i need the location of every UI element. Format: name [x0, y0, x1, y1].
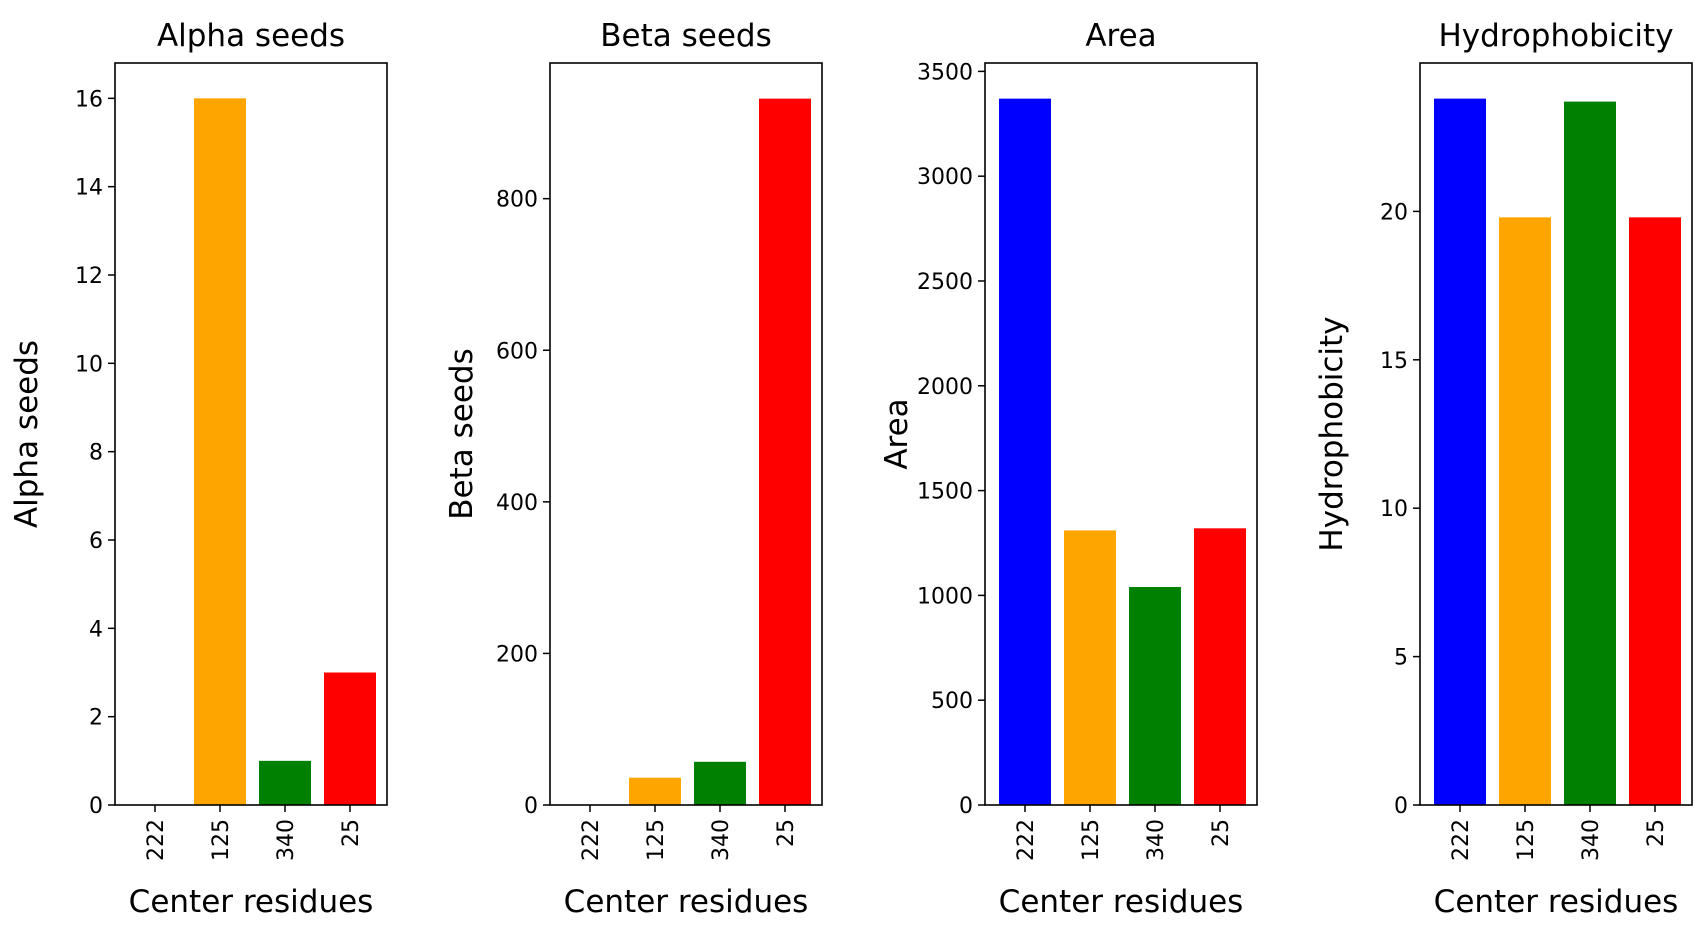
- x-axis-label: Center residues: [129, 884, 374, 920]
- y-tick-label: 1500: [917, 480, 973, 505]
- y-tick-label: 0: [89, 794, 103, 819]
- y-tick-label: 15: [1380, 349, 1408, 374]
- bar-25: [324, 672, 376, 805]
- bar-222: [999, 98, 1051, 806]
- y-axis-label: Beta seeds: [444, 348, 480, 519]
- y-tick-label: 400: [496, 491, 538, 516]
- y-tick-label: 16: [75, 87, 103, 112]
- chart-title: Hydrophobicity: [1438, 18, 1673, 54]
- x-tick-label: 222: [1014, 819, 1039, 861]
- plot-frame: [1419, 62, 1693, 806]
- x-tick-label: 25: [1644, 819, 1669, 847]
- subplot-beta-seeds: Beta seeds Beta seeds Center residues 22…: [444, 18, 823, 920]
- x-tick-label: 25: [1209, 819, 1234, 847]
- y-tick-label: 10: [75, 352, 103, 377]
- y-tick-label: 4: [89, 617, 103, 642]
- bar-340: [694, 761, 746, 805]
- y-tick-label: 600: [496, 339, 538, 364]
- bar-125: [1499, 217, 1551, 805]
- x-tick-label: 125: [1514, 819, 1539, 861]
- plot-frame: [549, 62, 823, 806]
- bar-222: [1434, 98, 1486, 806]
- y-tick-label: 800: [496, 188, 538, 213]
- chart-title: Area: [1085, 18, 1156, 54]
- y-tick-label: 6: [89, 529, 103, 554]
- y-tick-label: 1000: [917, 584, 973, 609]
- y-axis-label: Alpha seeds: [9, 340, 45, 528]
- y-tick-label: 20: [1380, 200, 1408, 225]
- bar-25: [1194, 528, 1246, 805]
- x-tick-label: 222: [1449, 819, 1474, 861]
- x-tick-label: 25: [774, 819, 799, 847]
- y-tick-label: 200: [496, 642, 538, 667]
- y-tick-label: 3500: [917, 60, 973, 85]
- chart-title: Beta seeds: [600, 18, 771, 54]
- bar-125: [194, 98, 246, 806]
- x-axis-label: Center residues: [999, 884, 1244, 920]
- x-tick-label: 25: [339, 819, 364, 847]
- bar-340: [1129, 587, 1181, 805]
- chart-title: Alpha seeds: [157, 18, 345, 54]
- y-tick-label: 14: [75, 176, 103, 201]
- y-tick-label: 0: [959, 794, 973, 819]
- y-tick-label: 8: [89, 441, 103, 466]
- bar-340: [259, 760, 311, 805]
- y-tick-label: 5: [1394, 646, 1408, 671]
- y-tick-label: 0: [1394, 794, 1408, 819]
- y-tick-label: 12: [75, 264, 103, 289]
- y-tick-label: 2: [89, 706, 103, 731]
- x-tick-label: 340: [274, 819, 299, 861]
- y-axis-label: Hydrophobicity: [1314, 316, 1350, 551]
- x-tick-label: 340: [709, 819, 734, 861]
- x-axis-label: Center residues: [564, 884, 809, 920]
- plot-frame: [114, 62, 388, 806]
- x-tick-label: 340: [1144, 819, 1169, 861]
- bar-25: [1629, 217, 1681, 805]
- y-tick-label: 10: [1380, 497, 1408, 522]
- x-tick-label: 125: [209, 819, 234, 861]
- y-tick-label: 3000: [917, 165, 973, 190]
- x-tick-label: 340: [1579, 819, 1604, 861]
- plot-frame: [984, 62, 1258, 806]
- bar-125: [1064, 530, 1116, 805]
- x-tick-label: 222: [144, 819, 169, 861]
- x-tick-label: 125: [1079, 819, 1104, 861]
- subplot-area: Area Area Center residues 222 125 340 25 0 50…: [879, 18, 1258, 920]
- y-tick-label: 2000: [917, 375, 973, 400]
- x-tick-label: 222: [579, 819, 604, 861]
- bar-125: [629, 777, 681, 805]
- y-tick-label: 2500: [917, 270, 973, 295]
- bar-340: [1564, 101, 1616, 806]
- y-axis-label: Area: [879, 398, 915, 469]
- y-tick-label: 0: [524, 794, 538, 819]
- bar-25: [759, 98, 811, 805]
- y-tick-label: 500: [931, 689, 973, 714]
- x-axis-label: Center residues: [1434, 884, 1679, 920]
- x-tick-label: 125: [644, 819, 669, 861]
- subplot-hydrophobicity: Hydrophobicity Hydrophobicity Center res…: [1314, 18, 1693, 920]
- subplot-alpha-seeds: Alpha seeds Alpha seeds Center residues …: [9, 18, 388, 920]
